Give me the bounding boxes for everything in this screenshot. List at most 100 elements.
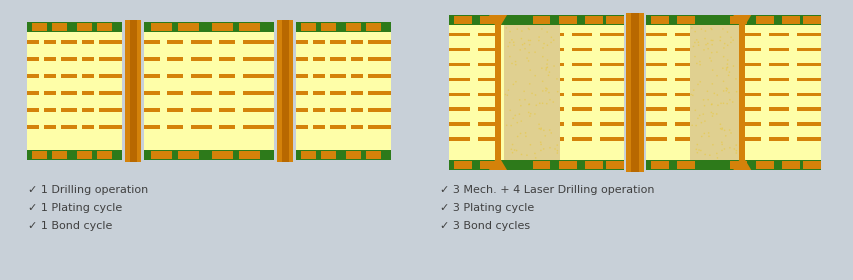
Bar (94, 125, 99, 129)
Circle shape (520, 154, 522, 155)
Bar (235, 108, 242, 112)
Circle shape (697, 45, 699, 46)
Circle shape (696, 118, 698, 119)
Bar (296, 40, 391, 44)
Circle shape (693, 42, 695, 43)
Circle shape (692, 46, 693, 47)
Bar (536, 122, 543, 126)
Circle shape (528, 29, 530, 30)
Circle shape (729, 42, 731, 43)
Circle shape (707, 132, 709, 134)
Bar (761, 108, 769, 111)
Circle shape (511, 63, 512, 64)
Bar (365, 151, 380, 159)
Circle shape (520, 38, 521, 39)
Bar (645, 15, 820, 25)
Bar (144, 22, 274, 160)
Bar (788, 62, 797, 66)
Circle shape (708, 57, 710, 59)
Bar (761, 92, 769, 96)
Bar (239, 151, 260, 159)
Circle shape (549, 42, 551, 43)
Bar (144, 125, 274, 129)
Bar (151, 151, 171, 159)
Circle shape (710, 104, 711, 105)
Bar (651, 16, 668, 24)
Bar (469, 122, 478, 126)
Circle shape (527, 104, 529, 105)
Circle shape (555, 78, 557, 80)
Circle shape (550, 36, 552, 38)
Circle shape (543, 130, 544, 131)
Circle shape (556, 150, 558, 151)
Circle shape (726, 45, 728, 46)
Bar (449, 122, 624, 126)
Bar (666, 137, 674, 141)
Bar (235, 57, 242, 61)
Circle shape (720, 129, 722, 130)
Circle shape (721, 28, 722, 30)
Bar (27, 108, 122, 112)
Circle shape (542, 56, 543, 57)
Bar (788, 92, 797, 96)
Circle shape (711, 40, 713, 41)
Bar (296, 91, 391, 95)
Bar (94, 40, 99, 44)
Bar (325, 125, 330, 129)
Bar (27, 91, 122, 95)
Bar (131, 20, 136, 162)
Polygon shape (489, 160, 507, 170)
Circle shape (716, 51, 717, 53)
Circle shape (553, 65, 554, 67)
Circle shape (519, 105, 521, 106)
Bar (788, 32, 797, 36)
Circle shape (711, 144, 713, 146)
Circle shape (719, 36, 721, 38)
Bar (94, 108, 99, 112)
Circle shape (696, 152, 697, 153)
Bar (56, 91, 61, 95)
Circle shape (710, 39, 711, 41)
Circle shape (514, 61, 516, 62)
Bar (296, 22, 391, 160)
Circle shape (508, 109, 510, 111)
Bar (469, 137, 478, 141)
Bar (363, 74, 368, 78)
Bar (235, 91, 242, 95)
Bar (645, 122, 820, 126)
Bar (803, 161, 820, 169)
Bar (449, 92, 624, 96)
Bar (27, 22, 122, 160)
Bar (645, 32, 820, 36)
Circle shape (720, 141, 722, 143)
Bar (308, 74, 313, 78)
Circle shape (711, 44, 712, 46)
Circle shape (542, 47, 543, 49)
Bar (183, 57, 190, 61)
Bar (321, 23, 336, 31)
Circle shape (519, 133, 521, 134)
Bar (27, 57, 122, 61)
Bar (666, 108, 674, 111)
Bar (363, 57, 368, 61)
Circle shape (552, 101, 554, 103)
Circle shape (703, 120, 705, 122)
Bar (183, 125, 190, 129)
Bar (592, 48, 600, 51)
Circle shape (710, 60, 711, 62)
Bar (56, 57, 61, 61)
Bar (733, 48, 740, 51)
Bar (56, 108, 61, 112)
Circle shape (519, 49, 520, 51)
Bar (52, 151, 67, 159)
Bar (694, 78, 702, 81)
Circle shape (724, 135, 726, 137)
Bar (469, 62, 478, 66)
Bar (212, 57, 219, 61)
Bar (77, 23, 92, 31)
Circle shape (537, 123, 539, 125)
Circle shape (548, 129, 550, 131)
Circle shape (548, 71, 549, 73)
Bar (77, 125, 82, 129)
Circle shape (543, 43, 544, 45)
